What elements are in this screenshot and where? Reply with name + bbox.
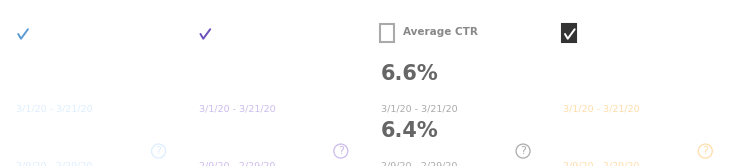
FancyBboxPatch shape	[198, 24, 211, 42]
Text: Average CTR: Average CTR	[403, 27, 478, 37]
Text: 32.2K: 32.2K	[16, 121, 84, 141]
Text: 3/1/20 - 3/21/20: 3/1/20 - 3/21/20	[563, 105, 640, 114]
Text: Total impressions: Total impressions	[221, 27, 324, 37]
Text: 25.6: 25.6	[563, 64, 615, 84]
Text: - - -: - - -	[319, 121, 339, 131]
Text: —: —	[137, 64, 149, 77]
FancyBboxPatch shape	[15, 24, 29, 42]
Text: 501K: 501K	[198, 121, 258, 141]
Text: - - -: - - -	[683, 121, 703, 131]
Text: 2/9/20 - 2/29/20: 2/9/20 - 2/29/20	[16, 162, 93, 166]
Text: 2/9/20 - 2/29/20: 2/9/20 - 2/29/20	[381, 162, 457, 166]
FancyBboxPatch shape	[562, 24, 576, 42]
Text: 3/1/20 - 3/21/20: 3/1/20 - 3/21/20	[198, 105, 276, 114]
Text: ?: ?	[155, 146, 162, 156]
Text: 2/9/20 - 2/29/20: 2/9/20 - 2/29/20	[198, 162, 275, 166]
Text: - - -: - - -	[137, 121, 157, 131]
Text: 6.4%: 6.4%	[381, 121, 439, 141]
Text: ?: ?	[702, 146, 709, 156]
Text: —: —	[319, 64, 331, 77]
Text: 6.6%: 6.6%	[381, 64, 439, 84]
Text: 25: 25	[563, 121, 592, 141]
Text: Average position: Average position	[585, 27, 685, 37]
Text: 31.8K: 31.8K	[16, 64, 84, 84]
Text: Total clicks: Total clicks	[39, 27, 104, 37]
Text: ?: ?	[338, 146, 344, 156]
Text: 2/9/20 - 2/29/20: 2/9/20 - 2/29/20	[563, 162, 639, 166]
Text: 3/1/20 - 3/21/20: 3/1/20 - 3/21/20	[16, 105, 93, 114]
Text: —: —	[683, 64, 695, 77]
Text: ?: ?	[520, 146, 526, 156]
Text: 486K: 486K	[198, 64, 258, 84]
Text: 3/1/20 - 3/21/20: 3/1/20 - 3/21/20	[381, 105, 458, 114]
